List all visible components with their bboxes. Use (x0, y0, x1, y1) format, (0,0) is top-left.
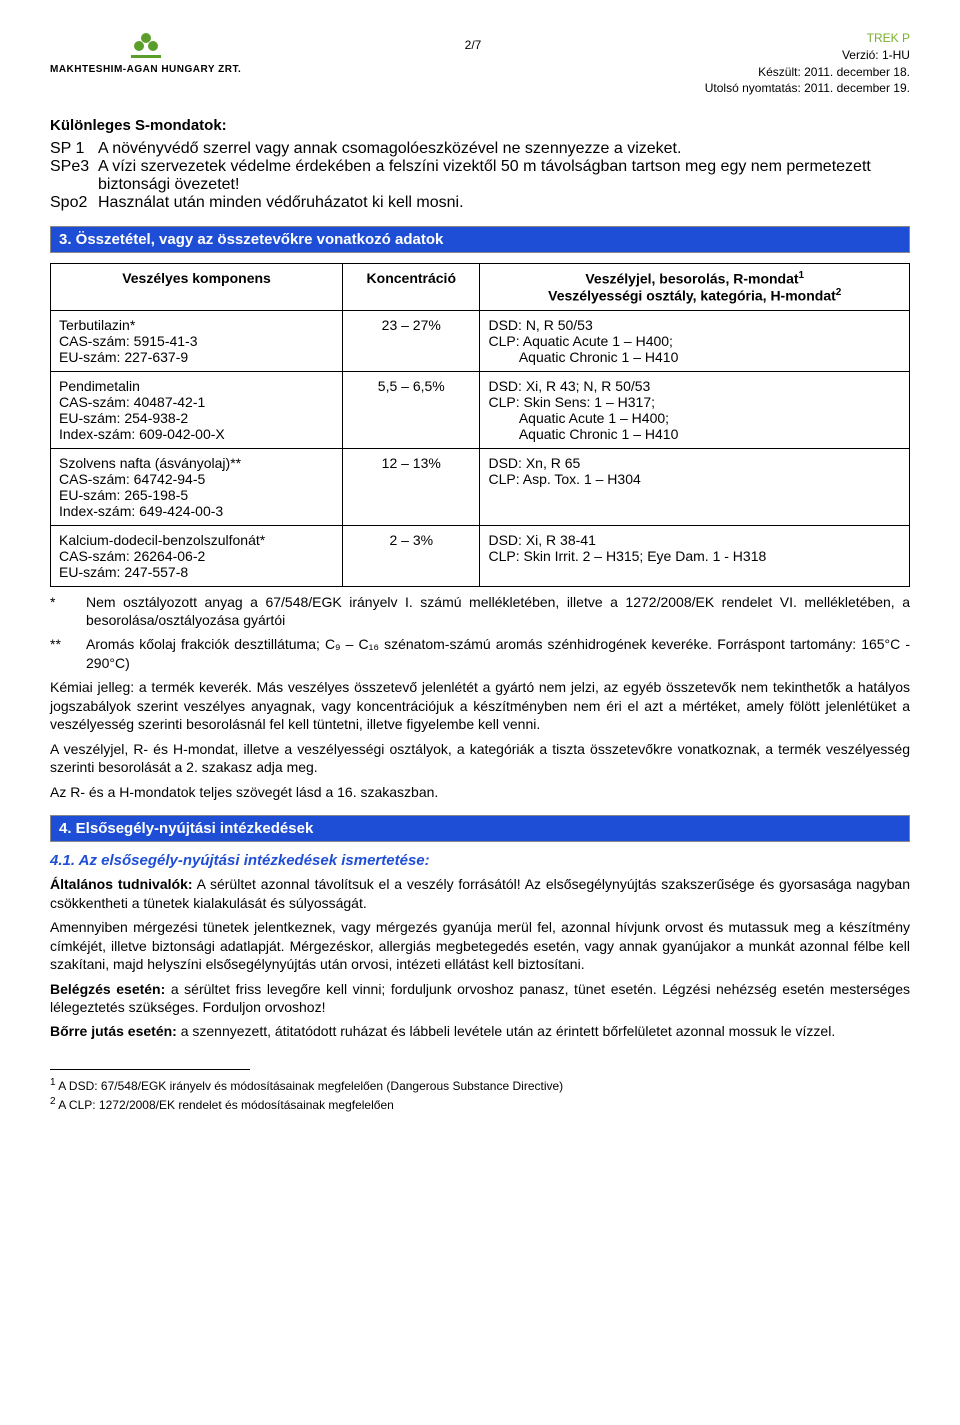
section-3-bar: 3. Összetétel, vagy az összetevőkre vona… (50, 226, 910, 253)
text-inhale: a sérültet friss levegőre kell vinni; fo… (50, 981, 910, 1015)
section3-body: Kémiai jelleg: a termék keverék. Más ves… (50, 678, 910, 801)
s-text: A növényvédő szerrel vagy annak csomagol… (98, 140, 681, 158)
text-skin: a szennyezett, átitatódott ruházat és lá… (181, 1023, 836, 1039)
logo-block: MAKHTESHIM-AGAN HUNGARY ZRT. (50, 30, 241, 75)
note-dstar-text: Aromás kőolaj frakciók desztillátuma; C₉… (86, 635, 910, 672)
comp-cas: CAS-szám: 26264-06-2 (59, 548, 334, 564)
comp-name: Szolvens nafta (ásványolaj)** (59, 455, 334, 471)
table-row: Pendimetalin CAS-szám: 40487-42-1 EU-szá… (51, 371, 910, 448)
haz-clp: CLP: Skin Irrit. 2 – H315; Eye Dam. 1 - … (488, 548, 901, 564)
meta-trekp: TREK P (705, 30, 910, 47)
th-hazard-l2: Veszélyességi osztály, kategória, H-mond… (548, 288, 836, 304)
meta-printed: Utolsó nyomtatás: 2011. december 19. (705, 80, 910, 97)
special-s-item: SP 1 A növényvédő szerrel vagy annak cso… (50, 140, 910, 158)
comp-eu: EU-szám: 247-557-8 (59, 564, 334, 580)
th-conc: Koncentráció (367, 270, 456, 286)
section4-body: Általános tudnivalók: A sérültet azonnal… (50, 875, 910, 1041)
s-text: A vízi szervezetek védelme érdekében a f… (98, 158, 910, 194)
comp-conc: 2 – 3% (389, 532, 433, 548)
comp-cas: CAS-szám: 5915-41-3 (59, 333, 334, 349)
comp-eu: EU-szám: 227-637-9 (59, 349, 334, 365)
comp-name: Terbutilazin* (59, 317, 334, 333)
lead-general: Általános tudnivalók: (50, 876, 193, 892)
comp-cas: CAS-szám: 64742-94-5 (59, 471, 334, 487)
meta-block: TREK P Verzió: 1-HU Készült: 2011. decem… (705, 30, 910, 97)
haz-dsd: DSD: Xi, R 38-41 (488, 532, 901, 548)
comp-conc: 23 – 27% (382, 317, 441, 333)
note-star-text: Nem osztályozott anyag a 67/548/EGK irán… (86, 593, 910, 630)
header: MAKHTESHIM-AGAN HUNGARY ZRT. 2/7 TREK P … (50, 30, 910, 97)
footnote-separator (50, 1069, 250, 1070)
page: MAKHTESHIM-AGAN HUNGARY ZRT. 2/7 TREK P … (0, 0, 960, 1154)
s-tag: SPe3 (50, 158, 98, 194)
comp-conc: 5,5 – 6,5% (378, 378, 445, 394)
haz-clp: CLP: Aquatic Acute 1 – H400; (488, 333, 901, 349)
footnote-1: A DSD: 67/548/EGK irányelv és módosítása… (58, 1079, 563, 1093)
special-s-title: Különleges S-mondatok: (50, 117, 910, 134)
th-component: Veszélyes komponens (122, 270, 271, 286)
lead-skin: Bőrre jutás esetén: (50, 1023, 177, 1039)
s-tag: Spo2 (50, 194, 98, 212)
special-s-item: Spo2 Használat után minden védőruházatot… (50, 194, 910, 212)
comp-eu: EU-szám: 265-198-5 (59, 487, 334, 503)
para: Kémiai jelleg: a termék keverék. Más ves… (50, 678, 910, 733)
haz-clp: Aquatic Acute 1 – H400; (488, 410, 901, 426)
meta-created: Készült: 2011. december 18. (705, 64, 910, 81)
lead-inhale: Belégzés esetén: (50, 981, 165, 997)
footnote-2: A CLP: 1272/2008/EK rendelet és módosítá… (58, 1098, 394, 1112)
haz-dsd: DSD: Xn, R 65 (488, 455, 901, 471)
section-4-bar: 4. Elsősegély-nyújtási intézkedések (50, 815, 910, 842)
haz-clp: Aquatic Chronic 1 – H410 (488, 426, 901, 442)
s-text: Használat után minden védőruházatot ki k… (98, 194, 464, 212)
haz-dsd: DSD: Xi, R 43; N, R 50/53 (488, 378, 901, 394)
comp-conc: 12 – 13% (382, 455, 441, 471)
text-poison: Amennyiben mérgezési tünetek jelentkezne… (50, 918, 910, 973)
comp-name: Kalcium-dodecil-benzolszulfonát* (59, 532, 334, 548)
comp-name: Pendimetalin (59, 378, 334, 394)
note-dstar: ** Aromás kőolaj frakciók desztillátuma;… (50, 635, 910, 672)
special-s-item: SPe3 A vízi szervezetek védelme érdekébe… (50, 158, 910, 194)
haz-clp: CLP: Skin Sens: 1 – H317; (488, 394, 901, 410)
comp-eu: EU-szám: 254-938-2 (59, 410, 334, 426)
note-star: * Nem osztályozott anyag a 67/548/EGK ir… (50, 593, 910, 630)
para: Az R- és a H-mondatok teljes szövegét lá… (50, 783, 910, 801)
s-tag: SP 1 (50, 140, 98, 158)
comp-cas: CAS-szám: 40487-42-1 (59, 394, 334, 410)
haz-clp: Aquatic Chronic 1 – H410 (488, 349, 901, 365)
composition-table: Veszélyes komponens Koncentráció Veszély… (50, 263, 910, 586)
th-hazard-l1: Veszélyjel, besorolás, R-mondat (585, 271, 798, 287)
comp-index: Index-szám: 609-042-00-X (59, 426, 334, 442)
footnotes: 1 A DSD: 67/548/EGK irányelv és módosítá… (50, 1076, 910, 1114)
haz-clp: CLP: Asp. Tox. 1 – H304 (488, 471, 901, 487)
comp-index: Index-szám: 649-424-00-3 (59, 503, 334, 519)
table-row: Kalcium-dodecil-benzolszulfonát* CAS-szá… (51, 525, 910, 586)
company-name: MAKHTESHIM-AGAN HUNGARY ZRT. (50, 64, 241, 75)
special-s-list: SP 1 A növényvédő szerrel vagy annak cso… (50, 140, 910, 212)
meta-version: Verzió: 1-HU (705, 47, 910, 64)
haz-dsd: DSD: N, R 50/53 (488, 317, 901, 333)
para: A veszélyjel, R- és H-mondat, illetve a … (50, 740, 910, 777)
leaf-logo-icon (126, 30, 166, 60)
table-row: Terbutilazin* CAS-szám: 5915-41-3 EU-szá… (51, 310, 910, 371)
section4-subtitle: 4.1. Az elsősegély-nyújtási intézkedések… (50, 852, 910, 869)
table-row: Szolvens nafta (ásványolaj)** CAS-szám: … (51, 448, 910, 525)
page-number: 2/7 (465, 30, 482, 52)
